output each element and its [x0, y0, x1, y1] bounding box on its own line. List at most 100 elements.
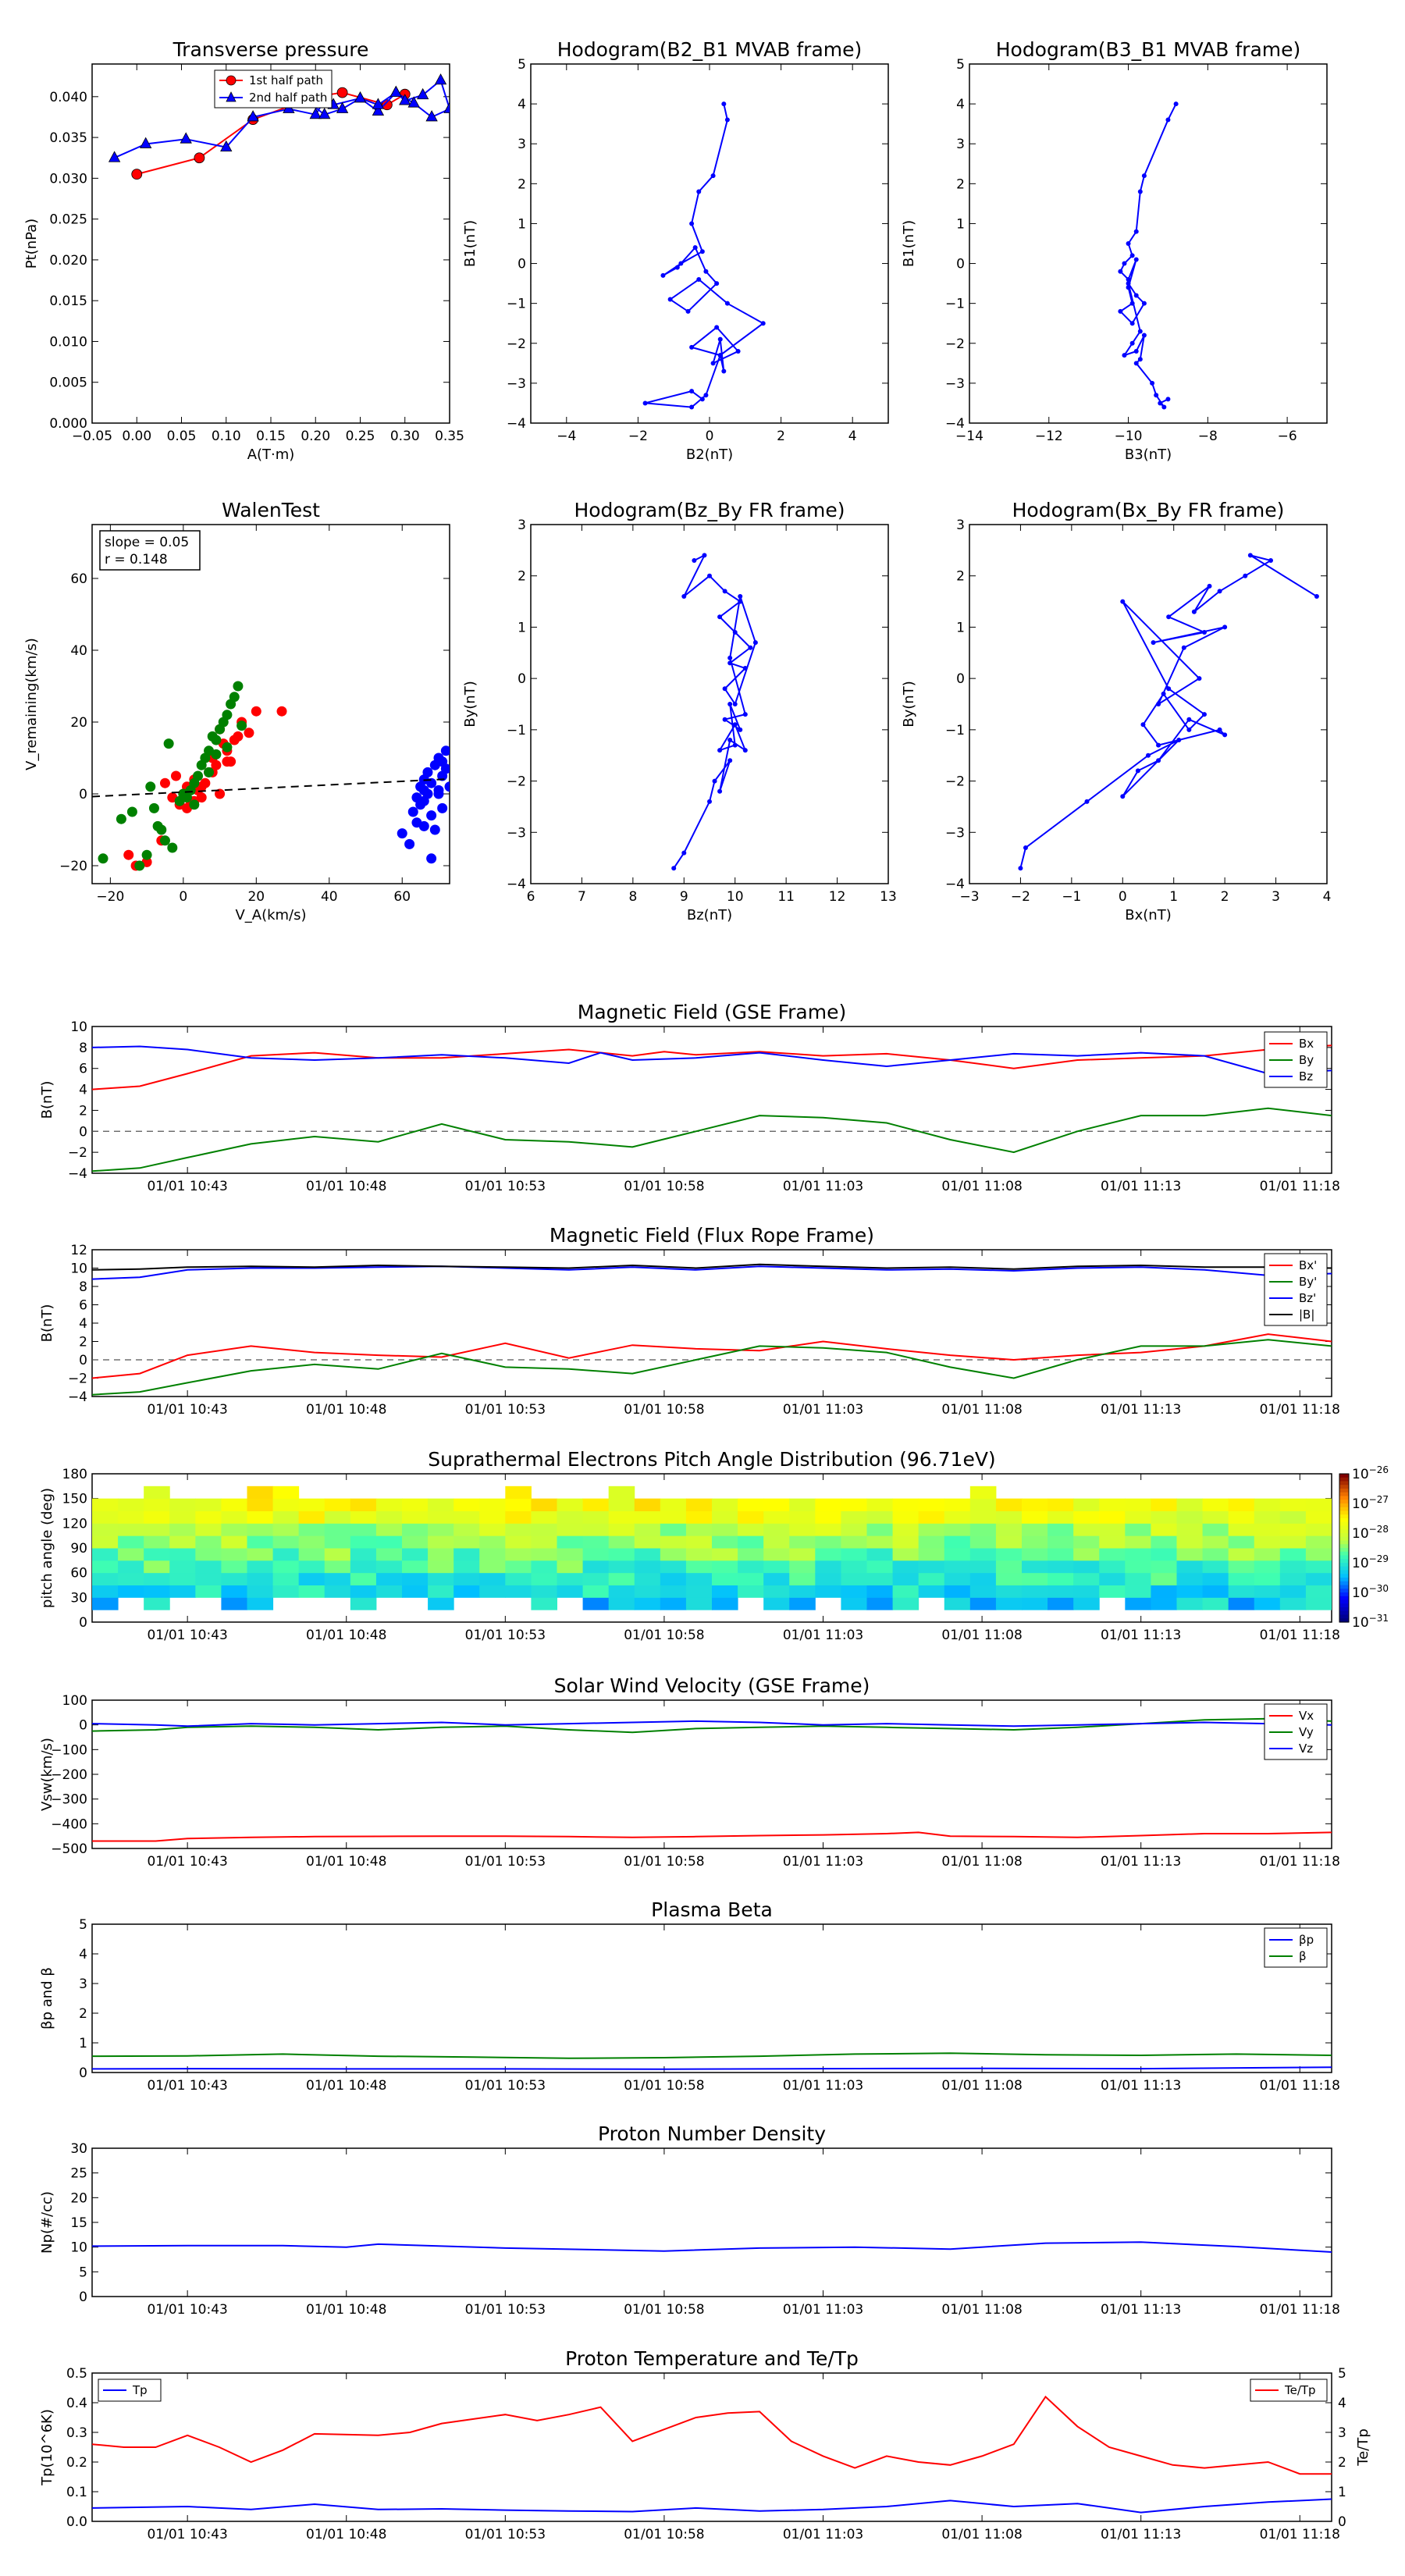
heatmap-cell: [1048, 1548, 1074, 1561]
data-point: [722, 717, 727, 722]
heatmap-cell: [582, 1535, 610, 1549]
data-point: [116, 813, 126, 824]
data-point: [426, 853, 437, 864]
x-tick-label: 60: [393, 889, 411, 905]
y-tick-label: 0: [79, 1353, 87, 1368]
heatmap-cell: [634, 1548, 661, 1561]
heatmap-cell: [634, 1535, 661, 1549]
y-tick-label: 0: [79, 1718, 87, 1734]
heatmap-cell: [1254, 1548, 1281, 1561]
y-tick-label: −100: [51, 1742, 87, 1758]
x-tick-label: 0.20: [301, 429, 330, 444]
data-point: [703, 269, 709, 274]
x-tick-label: 01/01 10:48: [306, 2078, 386, 2094]
heatmap-cell: [1099, 1510, 1126, 1524]
heatmap-cell: [866, 1535, 894, 1549]
heatmap-cell: [92, 1523, 119, 1536]
data-point: [372, 104, 385, 116]
data-point: [752, 640, 758, 646]
heatmap-cell: [1228, 1535, 1255, 1549]
heatmap-cell: [892, 1560, 919, 1574]
y-tick-label: 1: [79, 2036, 87, 2051]
colorbar-segment: [1339, 1570, 1349, 1574]
data-point: [434, 73, 447, 85]
heatmap-cell: [505, 1510, 532, 1524]
heatmap-cell: [1022, 1572, 1048, 1585]
heatmap-cell: [428, 1510, 454, 1524]
colorbar-segment: [1339, 1536, 1349, 1542]
y-tick-label: 20: [70, 715, 87, 731]
plot-clip: [92, 681, 450, 871]
data-point: [1118, 308, 1123, 314]
y-tick-label: 3: [956, 137, 965, 152]
y-tick-label: 0.015: [49, 294, 87, 309]
legend: Bx By Bz: [1264, 1031, 1328, 1088]
data-point: [418, 785, 429, 795]
heatmap-cell: [918, 1535, 945, 1549]
heatmap-cell: [1279, 1523, 1307, 1536]
colorbar-segment: [1339, 1563, 1349, 1567]
heatmap-cell: [944, 1510, 971, 1524]
colorbar-segment: [1339, 1607, 1349, 1612]
heatmap-cell: [969, 1548, 997, 1561]
data-point: [1165, 117, 1171, 123]
colorbar-segment: [1339, 1507, 1349, 1512]
heatmap-cell: [1176, 1572, 1204, 1585]
heatmap-cell: [454, 1548, 480, 1561]
x-tick-label: −12: [1035, 429, 1063, 444]
y-tick-label: −3: [507, 376, 526, 392]
x-tick-label: 0: [706, 429, 714, 444]
x-tick-label: 8: [628, 889, 637, 905]
heatmap-cell: [350, 1548, 377, 1561]
heatmap-cell: [815, 1548, 841, 1561]
heatmap-cell: [918, 1523, 945, 1536]
x-tick-label: 01/01 11:13: [1101, 1628, 1181, 1643]
heatmap-cell: [454, 1535, 480, 1549]
heatmap-cell: [608, 1572, 635, 1585]
data-point: [1118, 269, 1123, 274]
colorbar-segment: [1339, 1618, 1349, 1623]
data-point: [309, 107, 322, 119]
legend-label: 1st half path: [249, 73, 323, 87]
x-tick-label: 01/01 11:18: [1260, 1628, 1340, 1643]
heatmap-cell: [479, 1548, 506, 1561]
heatmap-cell: [1125, 1548, 1151, 1561]
heatmap-cell: [738, 1510, 764, 1524]
colorbar-segment: [1339, 1514, 1349, 1519]
series-line: [92, 1265, 1332, 1280]
x-tick-label: 01/01 10:53: [465, 2078, 546, 2094]
heatmap-cell: [866, 1560, 894, 1574]
x-tick-label: 01/01 11:13: [1101, 2302, 1181, 2318]
heatmap-cell: [1125, 1597, 1151, 1610]
heatmap-cell: [144, 1498, 170, 1511]
y-axis-label: βp and β: [39, 1967, 55, 2030]
chart-title: Hodogram(Bx_By FR frame): [1012, 499, 1285, 521]
heatmap-cell: [660, 1597, 687, 1610]
data-point: [1084, 799, 1090, 804]
data-point: [1133, 293, 1139, 298]
data-point: [411, 792, 422, 803]
heatmap-cell: [169, 1510, 196, 1524]
heatmap-cell: [454, 1572, 480, 1585]
heatmap-cell: [1176, 1585, 1204, 1598]
y-tick-label: 4: [518, 97, 526, 112]
x-tick-label: 11: [777, 889, 795, 905]
heatmap-cell: [1176, 1597, 1204, 1610]
data-point: [167, 842, 178, 853]
data-point: [678, 261, 684, 266]
heatmap-cell: [350, 1585, 377, 1598]
x-tick-label: 01/01 10:43: [147, 2302, 227, 2318]
heatmap-cell: [608, 1498, 635, 1511]
y-axis-label: By(nT): [462, 681, 478, 727]
y-tick-label: 0: [79, 1615, 87, 1631]
y-tick-label: −500: [51, 1841, 87, 1857]
legend-label: Vx: [1299, 1709, 1314, 1723]
colorbar-segment: [1339, 1496, 1349, 1500]
heatmap-cell: [892, 1548, 919, 1561]
series-line: [92, 1339, 1332, 1396]
heatmap-cell: [660, 1498, 687, 1511]
heatmap-cell: [247, 1510, 274, 1524]
heatmap-cell: [505, 1535, 532, 1549]
data-point: [1197, 676, 1202, 681]
data-point: [222, 710, 233, 720]
